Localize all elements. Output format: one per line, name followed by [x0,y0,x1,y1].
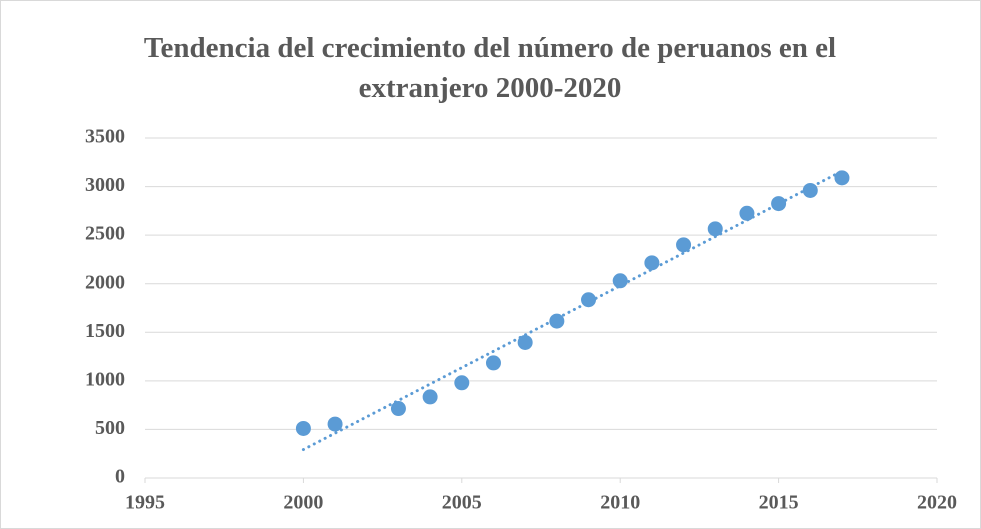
x-tick-label: 2015 [759,492,799,514]
y-tick-label: 0 [115,466,125,488]
y-tick-label: 2000 [85,271,125,293]
y-tick-label: 2500 [85,223,125,245]
data-point [834,170,850,186]
data-point [771,196,787,212]
x-tick-label: 1995 [125,492,165,514]
data-point [517,334,533,350]
data-point [295,420,311,436]
x-tick-label: 2020 [917,492,957,514]
data-point [485,355,501,371]
data-point [390,401,406,417]
y-tick-label: 1000 [85,368,125,390]
y-tick-label: 500 [95,417,125,439]
data-point [422,389,438,405]
data-point [454,375,470,391]
data-point [802,182,818,198]
x-tick-label: 2005 [442,492,482,514]
y-tick-label: 3500 [85,126,125,148]
data-point [676,237,692,253]
y-tick-label: 1500 [85,320,125,342]
data-point [707,221,723,237]
x-tick-label: 2010 [600,492,640,514]
data-point [739,205,755,221]
data-point [581,292,597,308]
chart-title: Tendencia del crecimiento del número de … [143,32,837,104]
x-tick-label: 2000 [283,492,323,514]
data-point [549,313,565,329]
y-tick-label: 3000 [85,174,125,196]
data-point [327,416,343,432]
data-point [644,255,660,271]
data-point [612,273,628,289]
